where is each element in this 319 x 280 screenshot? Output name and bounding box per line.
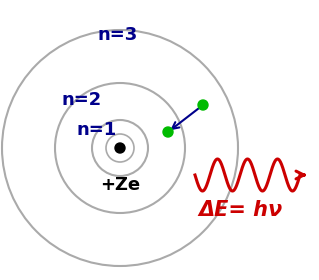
- Circle shape: [115, 143, 125, 153]
- Text: +Ze: +Ze: [100, 176, 140, 194]
- Text: ΔE= hν: ΔE= hν: [198, 200, 282, 220]
- Circle shape: [198, 100, 208, 110]
- Text: n=2: n=2: [62, 91, 102, 109]
- Circle shape: [163, 127, 173, 137]
- Text: n=3: n=3: [98, 26, 138, 44]
- Text: n=1: n=1: [77, 121, 117, 139]
